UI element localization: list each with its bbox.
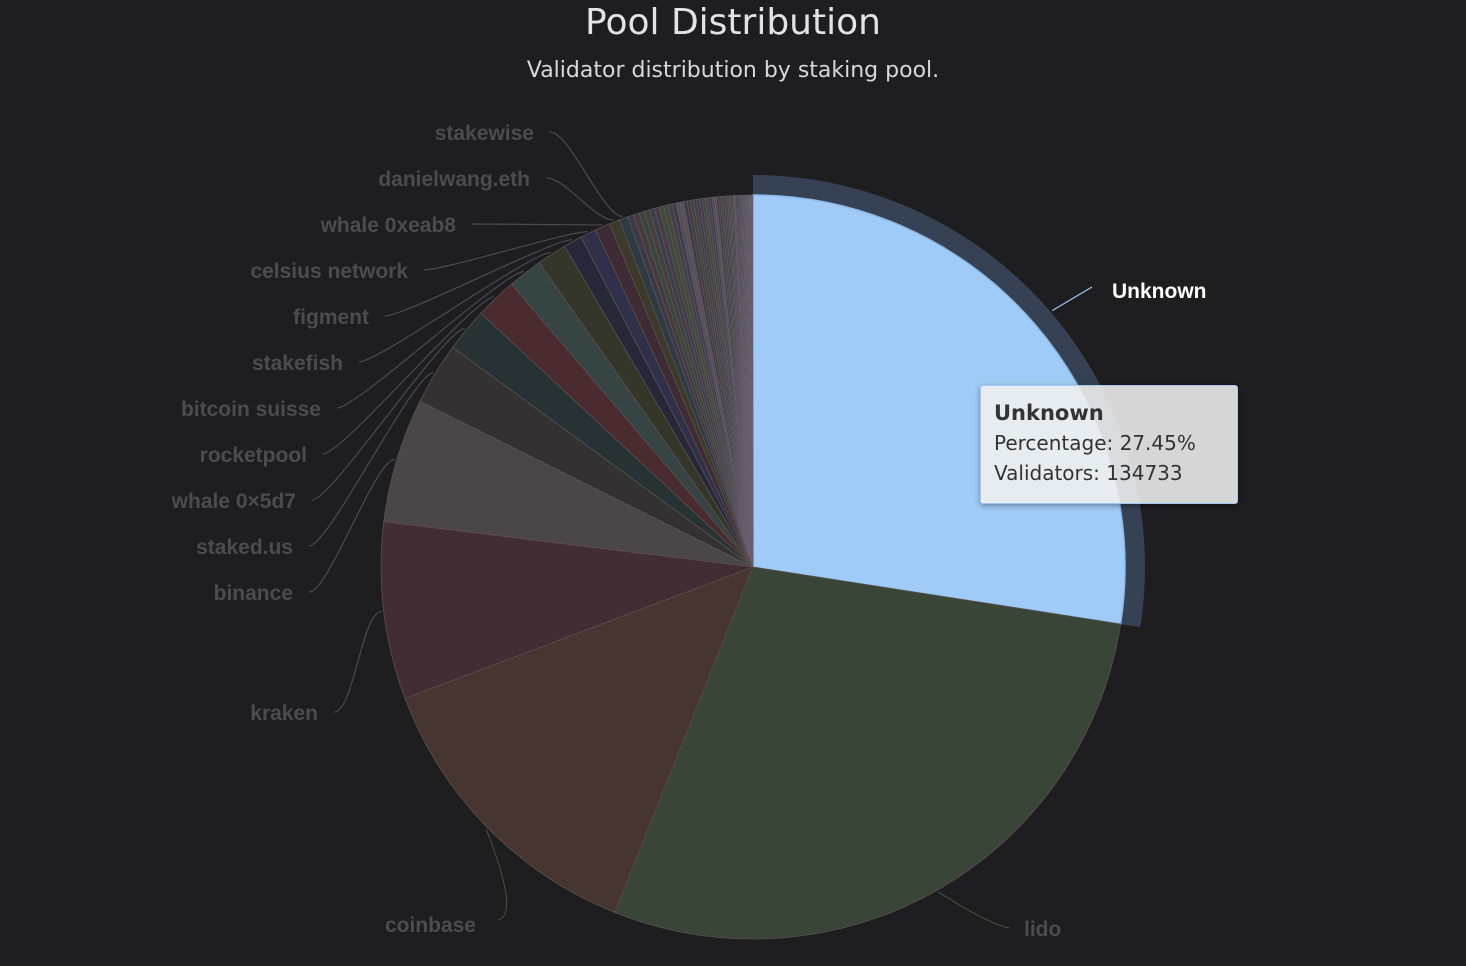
slice-label-danielwang-eth: danielwang.eth (378, 168, 530, 191)
chart-title: Pool Distribution (585, 2, 881, 43)
slice-label-bitcoin-suisse: bitcoin suisse (181, 398, 321, 421)
leader-line-rocketpool (322, 296, 495, 455)
leader-line-figment (384, 239, 572, 317)
leader-line-staked-us (308, 371, 434, 547)
slice-label-rocketpool: rocketpool (200, 444, 307, 467)
slice-label-stakefish: stakefish (252, 352, 343, 375)
slice-label-unknown: Unknown (1112, 280, 1207, 303)
tooltip-title: Unknown (994, 401, 1104, 425)
leader-line-danielwang-eth (545, 177, 614, 221)
leader-line-lido (938, 891, 1011, 929)
leader-line-kraken (333, 610, 382, 713)
slice-label-staked-us: staked.us (196, 536, 293, 559)
slice-label-figment: figment (293, 306, 369, 329)
leader-line-bitcoin-suisse (336, 270, 524, 409)
leader-line-whale-0-5d7 (311, 328, 465, 501)
slice-label-coinbase: coinbase (385, 914, 476, 937)
tooltip-validators: Validators: 134733 (994, 461, 1183, 485)
slice-label-whale-0-5d7: whale 0×5d7 (171, 490, 296, 513)
slice-label-celsius-network: celsius network (250, 260, 408, 283)
pie-slice-coinbase[interactable] (404, 566, 754, 913)
slice-label-kraken: kraken (250, 702, 318, 725)
pie-slice-kraken[interactable] (380, 521, 754, 700)
slice-label-binance: binance (214, 582, 293, 605)
chart-subtitle: Validator distribution by staking pool. (526, 58, 940, 83)
leader-line-whale-0xeab8 (471, 223, 602, 226)
leader-line-stakewise (549, 131, 623, 218)
slice-label-whale-0xeab8: whale 0xeab8 (320, 214, 457, 237)
leader-line-coinbase (485, 828, 508, 921)
slice-label-stakewise: stakewise (435, 122, 534, 145)
leader-line-binance (308, 458, 396, 593)
leader-line-celsius-network (423, 231, 588, 271)
leader-line-unknown (1051, 286, 1093, 312)
pie-slice-lido[interactable] (614, 566, 1122, 940)
slice-label-lido: lido (1024, 918, 1061, 941)
chart-tooltip: Unknown Percentage: 27.45% Validators: 1… (980, 385, 1238, 504)
tooltip-percentage: Percentage: 27.45% (994, 431, 1196, 455)
leader-line-stakefish (358, 251, 551, 363)
pie-slice-unknown[interactable] (752, 194, 1126, 625)
